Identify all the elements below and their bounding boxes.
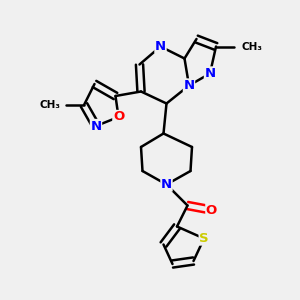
Text: S: S	[199, 232, 209, 245]
Text: N: N	[204, 67, 216, 80]
Text: O: O	[113, 110, 124, 124]
Text: N: N	[90, 119, 102, 133]
Text: N: N	[161, 178, 172, 191]
Text: O: O	[206, 203, 217, 217]
Text: N: N	[155, 40, 166, 53]
Text: CH₃: CH₃	[242, 41, 262, 52]
Text: N: N	[183, 79, 195, 92]
Text: CH₃: CH₃	[39, 100, 60, 110]
